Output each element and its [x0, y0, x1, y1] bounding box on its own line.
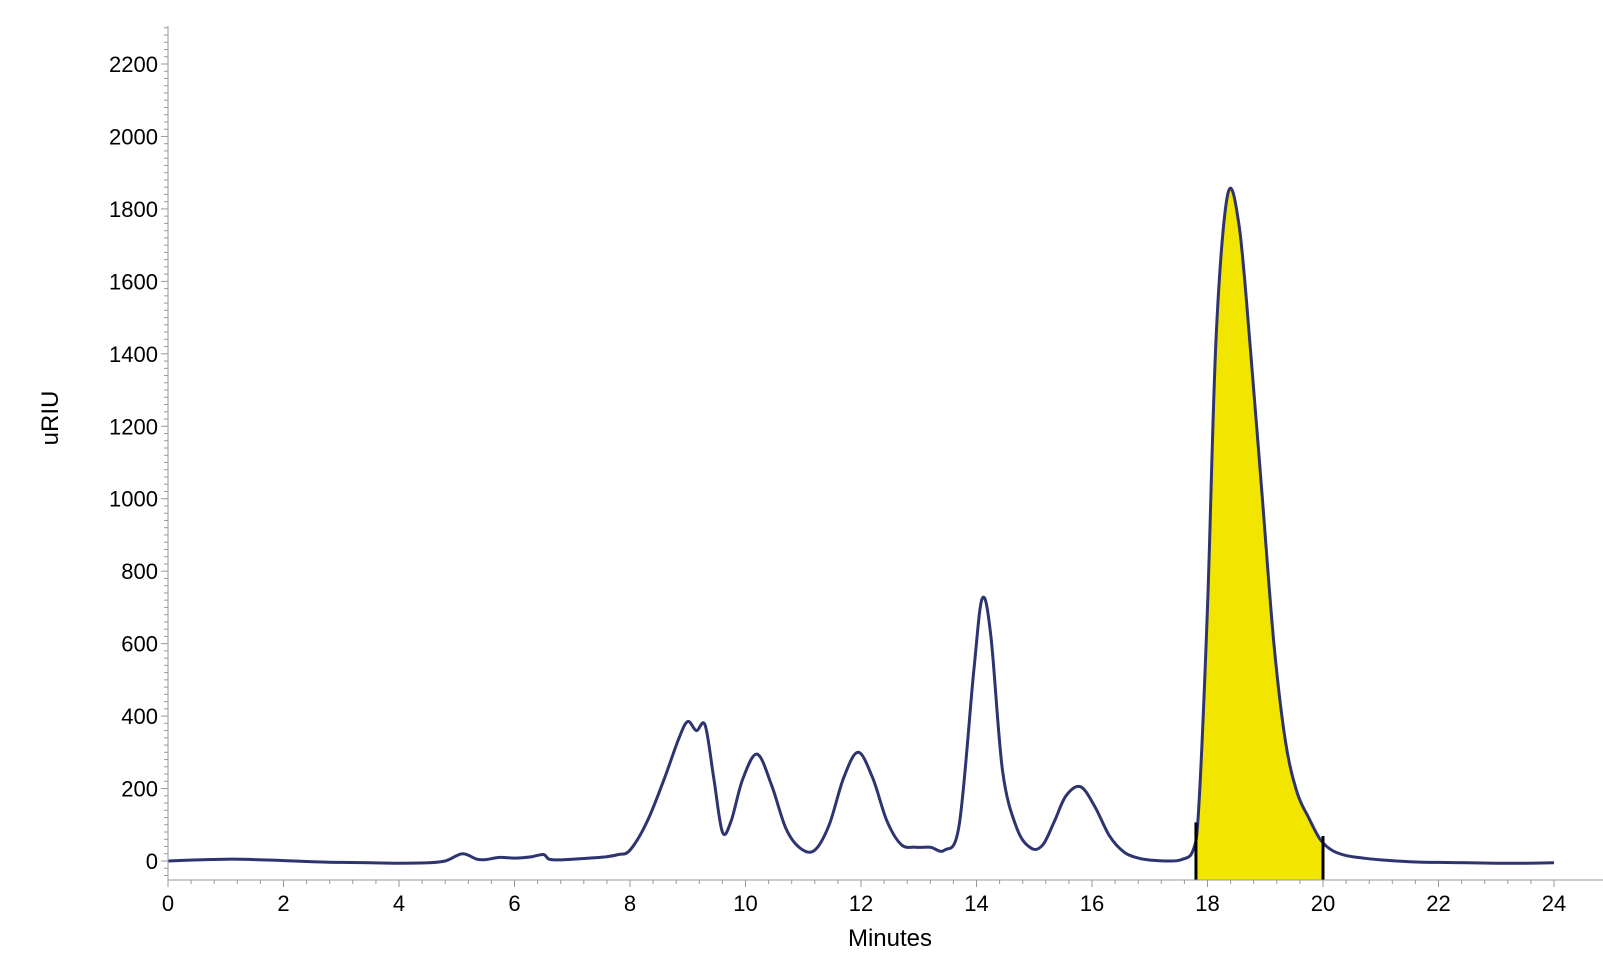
x-tick-label: 24: [1542, 891, 1566, 916]
x-tick-label: 12: [849, 891, 873, 916]
integrated-peak-fill: [1195, 188, 1323, 880]
x-axis-ticks: 0 2 4 6 8 10 12 14 16 18 20 22 24: [162, 880, 1566, 916]
y-tick-label: 600: [121, 632, 158, 657]
y-tick-label: 400: [121, 704, 158, 729]
y-tick-label: 1800: [109, 197, 158, 222]
y-axis-ticks: 0 200 400 600 800 1000 1200 1400 1600 1800 2000 220…: [109, 27, 168, 876]
x-tick-label: 20: [1311, 891, 1335, 916]
x-tick-label: 14: [964, 891, 988, 916]
x-tick-label: 22: [1426, 891, 1450, 916]
x-tick-label: 2: [277, 891, 289, 916]
y-tick-label: 800: [121, 559, 158, 584]
y-tick-label: 2200: [109, 52, 158, 77]
y-tick-label: 1000: [109, 487, 158, 512]
x-tick-label: 16: [1080, 891, 1104, 916]
y-axis-title: uRIU: [37, 391, 64, 446]
x-tick-label: 10: [733, 891, 757, 916]
y-tick-label: 200: [121, 777, 158, 802]
x-tick-label: 4: [393, 891, 405, 916]
x-tick-label: 6: [508, 891, 520, 916]
y-tick-label: 1400: [109, 342, 158, 367]
y-tick-label: 1600: [109, 269, 158, 294]
x-axis-title: Minutes: [848, 925, 932, 952]
x-tick-label: 0: [162, 891, 174, 916]
y-tick-label: 1200: [109, 414, 158, 439]
x-tick-label: 18: [1195, 891, 1219, 916]
x-tick-label: 8: [624, 891, 636, 916]
chromatogram-trace: [167, 186, 1555, 865]
y-tick-label: 2000: [109, 124, 158, 149]
y-tick-label: 0: [146, 849, 158, 874]
